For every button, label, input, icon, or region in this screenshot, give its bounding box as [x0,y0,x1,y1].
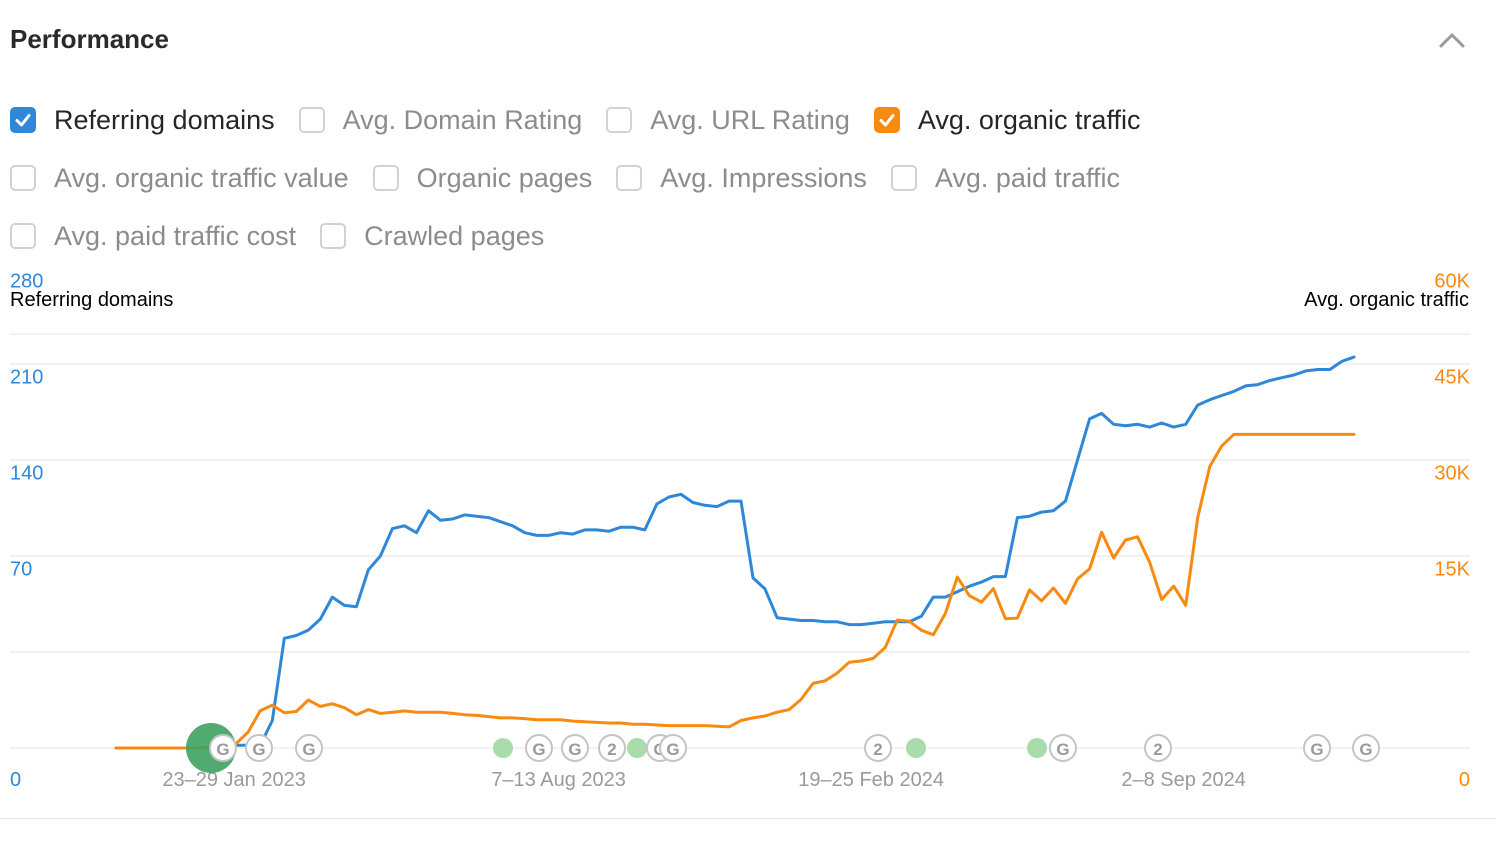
series-line-referring-domains [114,355,1356,750]
option-avg-paid-traffic-cost[interactable]: Avg. paid traffic cost [10,221,296,252]
option-avg-impressions[interactable]: Avg. Impressions [616,163,867,194]
option-label: Crawled pages [364,220,545,251]
event-marker-label: G [666,740,679,759]
x-tick-label: 23–29 Jan 2023 [162,769,305,791]
event-marker[interactable]: 2 [598,734,626,762]
option-label: Avg. Impressions [660,162,867,193]
checkbox-avg-domain-rating[interactable] [298,107,325,133]
left-tick-label: 0 [10,769,21,791]
option-label: Avg. paid traffic [934,162,1120,193]
event-marker-label: G [568,740,581,759]
option-organic-pages[interactable]: Organic pages [372,162,593,194]
x-tick-label: 2–8 Sep 2024 [1121,769,1246,791]
left-tick-label: 280 [10,271,43,293]
event-markers: GGGGG2GG2G2GG [186,723,1380,773]
event-marker-label: G [1310,740,1323,759]
event-marker-label: 2 [873,740,882,759]
chart-series [114,355,1356,750]
event-marker[interactable]: G [295,734,323,762]
event-marker[interactable]: G [209,734,237,762]
axis-ticks: 0 0 70 15K 140 30K 210 45K 280 60K 23–29 Jan 2023 7… [10,271,1471,792]
event-marker-label: G [252,740,265,759]
metric-options-row-1: Referring domains Avg. Domain Rating Avg… [10,102,1164,138]
metric-options-row-2: Avg. organic traffic value Organic pages… [10,160,1144,196]
section-divider [0,818,1496,819]
event-marker[interactable]: G [561,734,589,762]
checkbox-avg-organic-traffic-value[interactable] [10,165,36,191]
x-tick-label: 7–13 Aug 2023 [491,769,626,791]
option-referring-domains[interactable]: Referring domains [10,105,275,136]
metric-options-row-3: Avg. paid traffic cost Crawled pages [10,218,568,254]
event-marker[interactable]: G [1303,734,1331,762]
option-label: Avg. organic traffic [917,104,1141,135]
checkmark-icon [879,114,895,127]
option-crawled-pages[interactable]: Crawled pages [320,221,544,252]
checkmark-icon [15,114,31,127]
option-avg-paid-traffic[interactable]: Avg. paid traffic [890,162,1120,194]
option-label: Avg. paid traffic cost [54,220,297,251]
checkbox-avg-url-rating[interactable] [606,107,633,133]
checkbox-avg-impressions[interactable] [616,165,643,191]
checkbox-avg-organic-traffic[interactable] [873,107,900,133]
chart-grid [10,333,1470,749]
right-axis-title: Avg. organic traffic [1304,289,1469,311]
event-marker[interactable]: 2 [864,734,892,762]
event-marker-label: G [302,740,315,759]
event-marker[interactable]: G [659,734,687,762]
left-tick-label: 70 [10,559,32,581]
x-tick-label: 19–25 Feb 2024 [798,769,944,791]
left-axis-title: Referring domains [10,289,174,311]
checkbox-crawled-pages[interactable] [320,223,347,249]
checkbox-organic-pages[interactable] [372,165,399,191]
chevron-up-icon [1439,33,1465,48]
left-tick-label: 140 [10,463,43,485]
event-marker[interactable]: 2 [1144,734,1172,762]
event-marker-label: G [216,740,229,759]
event-marker[interactable]: G [1352,734,1380,762]
option-avg-organic-traffic-value[interactable]: Avg. organic traffic value [10,163,349,194]
page-title: Performance [10,24,169,54]
event-marker-label: G [1056,740,1069,759]
option-label: Avg. URL Rating [650,104,850,135]
option-label: Avg. organic traffic value [54,162,349,193]
annotation-dot-small [1027,738,1047,758]
option-label: Avg. Domain Rating [342,104,583,135]
annotation-dot-small [906,738,926,758]
right-tick-label: 0 [1459,769,1470,791]
event-marker-label: G [1359,740,1372,759]
event-marker[interactable]: G [245,734,273,762]
annotation-dot-small [493,738,513,758]
option-label: Referring domains [54,104,275,135]
checkbox-referring-domains[interactable] [10,107,36,133]
left-tick-label: 210 [10,367,43,389]
option-avg-domain-rating[interactable]: Avg. Domain Rating [298,104,583,136]
option-avg-url-rating[interactable]: Avg. URL Rating [606,105,850,136]
option-label: Organic pages [416,162,593,193]
right-tick-label: 30K [1434,463,1470,485]
event-marker-label: G [532,740,545,759]
event-marker-label: 2 [1153,740,1162,759]
right-tick-label: 60K [1434,271,1470,293]
event-marker-label: 2 [607,740,616,759]
event-marker[interactable]: G [1049,734,1077,762]
option-avg-organic-traffic[interactable]: Avg. organic traffic [873,104,1141,136]
annotation-dot-small [627,738,647,758]
series-line-avg-organic-traffic [114,432,1356,750]
checkbox-avg-paid-traffic[interactable] [890,165,917,191]
checkbox-avg-paid-traffic-cost[interactable] [10,223,36,249]
event-marker[interactable]: G [525,734,553,762]
collapse-button[interactable] [1436,26,1468,54]
right-tick-label: 15K [1434,559,1470,581]
right-tick-label: 45K [1434,367,1470,389]
